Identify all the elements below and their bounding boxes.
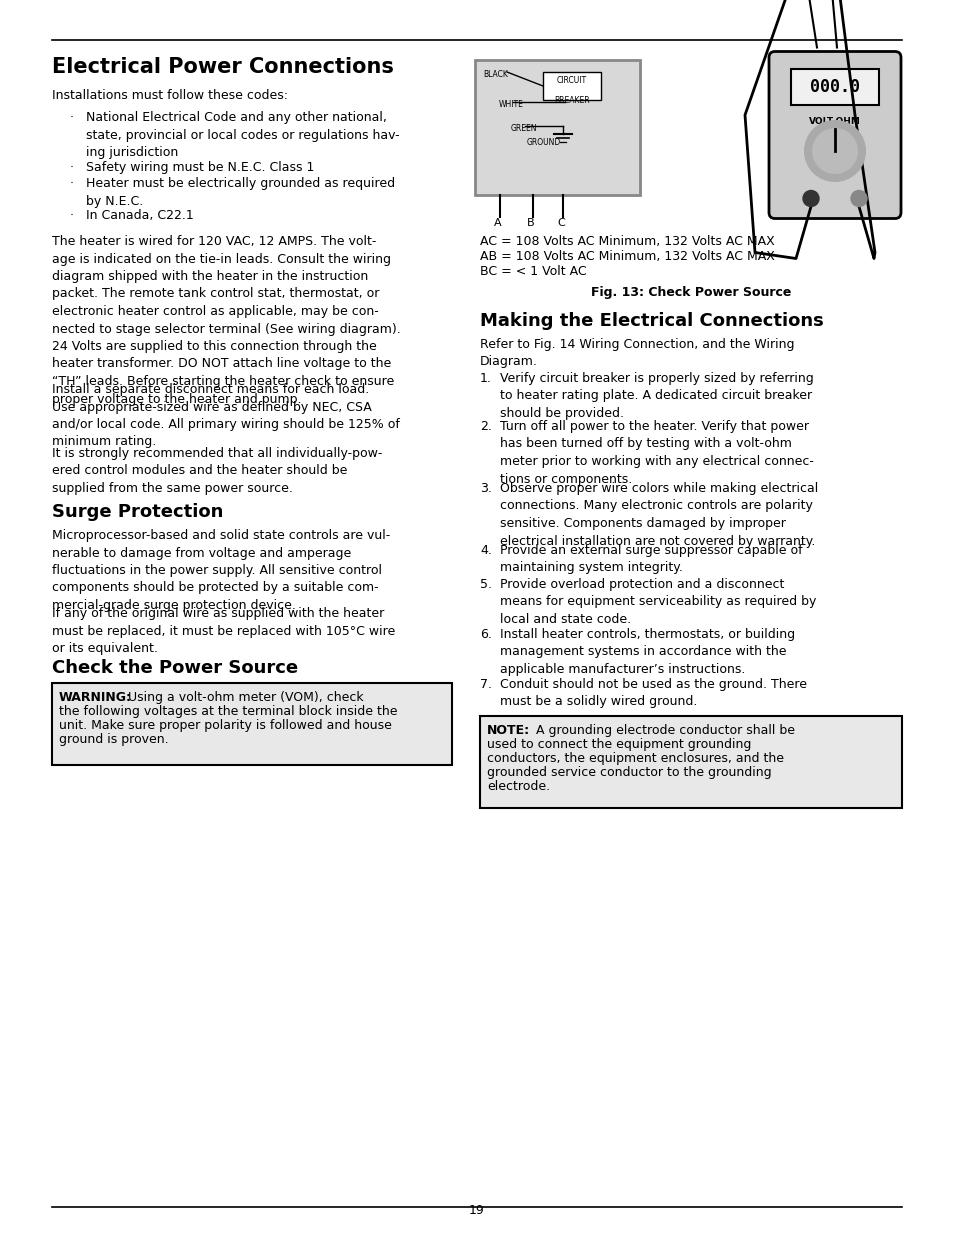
Text: Check the Power Source: Check the Power Source	[52, 659, 297, 677]
Text: ground is proven.: ground is proven.	[59, 734, 169, 746]
Text: CIRCUIT: CIRCUIT	[557, 77, 586, 85]
Text: conductors, the equipment enclosures, and the: conductors, the equipment enclosures, an…	[486, 752, 783, 764]
Text: AB = 108 Volts AC Minimum, 132 Volts AC MAX: AB = 108 Volts AC Minimum, 132 Volts AC …	[479, 249, 774, 263]
Text: Making the Electrical Connections: Making the Electrical Connections	[479, 312, 822, 330]
FancyBboxPatch shape	[768, 52, 900, 219]
Circle shape	[850, 190, 866, 206]
Text: BC = < 1 Volt AC: BC = < 1 Volt AC	[479, 266, 586, 278]
Circle shape	[802, 190, 818, 206]
Text: National Electrical Code and any other national,
state, provincial or local code: National Electrical Code and any other n…	[86, 111, 399, 159]
Text: GROUND: GROUND	[526, 138, 560, 147]
Text: Install a separate disconnect means for each load.
Use appropriate-sized wire as: Install a separate disconnect means for …	[52, 383, 399, 448]
Text: Safety wiring must be N.E.C. Class 1: Safety wiring must be N.E.C. Class 1	[86, 161, 314, 174]
Text: Conduit should not be used as the ground. There
must be a solidly wired ground.: Conduit should not be used as the ground…	[499, 678, 806, 709]
Text: Turn off all power to the heater. Verify that power
has been turned off by testi: Turn off all power to the heater. Verify…	[499, 420, 813, 485]
Bar	[790, 69, 878, 105]
Text: A grounding electrode conductor shall be: A grounding electrode conductor shall be	[532, 724, 794, 737]
Text: 7.: 7.	[479, 678, 492, 692]
Circle shape	[804, 121, 864, 182]
Text: AC = 108 Volts AC Minimum, 132 Volts AC MAX: AC = 108 Volts AC Minimum, 132 Volts AC …	[479, 235, 774, 248]
Text: WHITE: WHITE	[498, 100, 523, 109]
Text: Microprocessor-based and solid state controls are vul-
nerable to damage from vo: Microprocessor-based and solid state con…	[52, 529, 390, 613]
Text: 6.: 6.	[479, 629, 492, 641]
Text: ·: ·	[70, 161, 74, 174]
Circle shape	[811, 128, 857, 174]
Text: 1.: 1.	[479, 372, 492, 385]
Bar	[542, 72, 600, 100]
Text: In Canada, C22.1: In Canada, C22.1	[86, 209, 193, 222]
Text: 000.0: 000.0	[809, 78, 859, 96]
Text: A: A	[494, 219, 501, 228]
Text: the following voltages at the terminal block inside the: the following voltages at the terminal b…	[59, 705, 397, 718]
Text: Observe proper wire colors while making electrical
connections. Many electronic : Observe proper wire colors while making …	[499, 482, 818, 547]
Text: Provide overload protection and a disconnect
means for equipment serviceability : Provide overload protection and a discon…	[499, 578, 816, 626]
Text: Verify circuit breaker is properly sized by referring
to heater rating plate. A : Verify circuit breaker is properly sized…	[499, 372, 813, 420]
Text: BLACK: BLACK	[482, 70, 507, 79]
Text: 4.: 4.	[479, 543, 492, 557]
Text: 3.: 3.	[479, 482, 492, 495]
Text: Installations must follow these codes:: Installations must follow these codes:	[52, 89, 288, 103]
Text: ·: ·	[70, 177, 74, 190]
Text: The heater is wired for 120 VAC, 12 AMPS. The volt-
age is indicated on the tie-: The heater is wired for 120 VAC, 12 AMPS…	[52, 235, 400, 405]
Text: Heater must be electrically grounded as required
by N.E.C.: Heater must be electrically grounded as …	[86, 177, 395, 207]
Text: Provide an external surge suppressor capable of
maintaining system integrity.: Provide an external surge suppressor cap…	[499, 543, 801, 574]
Text: BREAKER: BREAKER	[554, 96, 589, 105]
Text: Using a volt-ohm meter (VOM), check: Using a volt-ohm meter (VOM), check	[124, 692, 363, 704]
Text: C: C	[557, 219, 564, 228]
Text: Fig. 13: Check Power Source: Fig. 13: Check Power Source	[590, 287, 790, 299]
Text: Electrical Power Connections: Electrical Power Connections	[52, 57, 394, 77]
Text: ·: ·	[70, 111, 74, 124]
Text: grounded service conductor to the grounding: grounded service conductor to the ground…	[486, 766, 771, 779]
Text: B: B	[526, 219, 534, 228]
Text: VOLT-OHM: VOLT-OHM	[808, 117, 860, 126]
Text: ·: ·	[70, 209, 74, 222]
Text: 19: 19	[469, 1204, 484, 1216]
Text: METER: METER	[817, 127, 851, 136]
Text: 5.: 5.	[479, 578, 492, 592]
Text: NOTE:: NOTE:	[486, 724, 530, 737]
Text: GREEN: GREEN	[511, 124, 537, 133]
Text: Refer to Fig. 14 Wiring Connection, and the Wiring
Diagram.: Refer to Fig. 14 Wiring Connection, and …	[479, 338, 794, 368]
Bar	[479, 716, 901, 808]
Text: WARNING:: WARNING:	[59, 692, 132, 704]
Text: If any of the original wire as supplied with the heater
must be replaced, it mus: If any of the original wire as supplied …	[52, 606, 395, 655]
Text: unit. Make sure proper polarity is followed and house: unit. Make sure proper polarity is follo…	[59, 719, 392, 732]
Text: 2.: 2.	[479, 420, 492, 433]
Text: Install heater controls, thermostats, or building
management systems in accordan: Install heater controls, thermostats, or…	[499, 629, 794, 676]
Text: used to connect the equipment grounding: used to connect the equipment grounding	[486, 739, 751, 751]
Text: electrode.: electrode.	[486, 781, 550, 793]
Text: Surge Protection: Surge Protection	[52, 503, 223, 521]
Bar	[475, 61, 639, 195]
Text: It is strongly recommended that all individually-pow-
ered control modules and t: It is strongly recommended that all indi…	[52, 447, 382, 495]
Bar	[52, 683, 452, 764]
